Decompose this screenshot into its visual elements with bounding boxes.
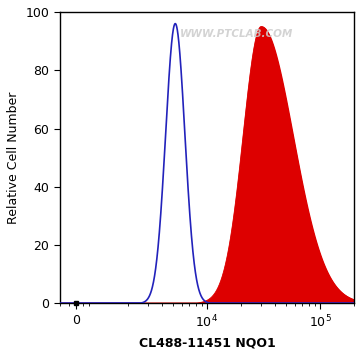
Y-axis label: Relative Cell Number: Relative Cell Number xyxy=(7,91,20,224)
X-axis label: CL488-11451 NQO1: CL488-11451 NQO1 xyxy=(139,336,275,349)
Text: WWW.PTCLAB.COM: WWW.PTCLAB.COM xyxy=(180,30,293,40)
